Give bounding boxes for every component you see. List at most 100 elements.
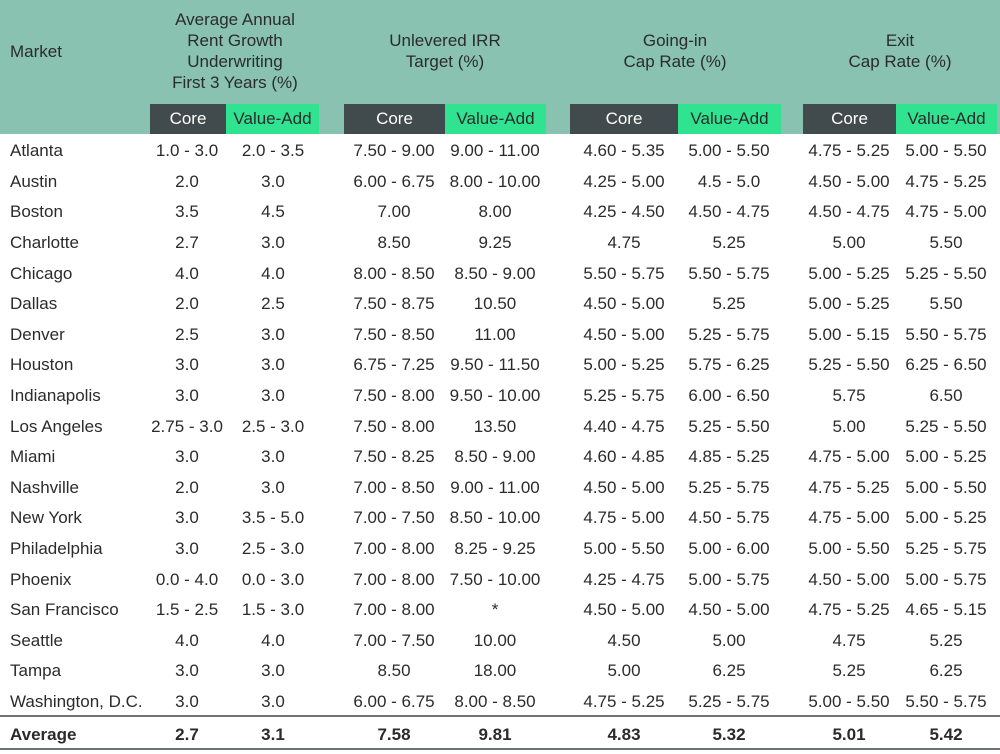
- value-cell: 5.00 - 5.50: [808, 539, 890, 559]
- value-cell: 7.50 - 8.50: [353, 324, 435, 344]
- market-name: Chicago: [10, 263, 73, 283]
- value-cell: 3.0: [175, 692, 199, 712]
- value-cell: 4.75: [832, 630, 866, 650]
- table-row: Atlanta 1.0 - 3.0 2.0 - 3.5 7.50 - 9.00 9.00…: [0, 136, 1000, 167]
- table-row: Austin 2.0 3.0 6.00 - 6.75 8.00 - 10.00 4.25 …: [0, 167, 1000, 198]
- value-cell: 4.50: [607, 630, 641, 650]
- value-cell: 3.0: [261, 692, 285, 712]
- average-row: Average 2.7 3.1 7.58 9.81 4.83 5.32 5.01 5.42: [0, 719, 1000, 750]
- table-row: Seattle 4.0 4.0 7.00 - 7.50 10.00 4.50 5.00 4.7…: [0, 626, 1000, 657]
- value-cell: 5.25 - 5.50: [688, 416, 770, 436]
- value-cell: 4.83: [607, 724, 641, 744]
- value-cell: 3.0: [261, 324, 285, 344]
- value-cell: 4.0: [175, 630, 199, 650]
- value-cell: 7.50 - 9.00: [353, 141, 435, 161]
- value-cell: 4.50 - 5.00: [583, 477, 665, 497]
- value-cell: 8.50 - 9.00: [454, 447, 536, 467]
- table-row: Dallas 2.0 2.5 7.50 - 8.75 10.50 4.50 - 5.00 5…: [0, 289, 1000, 320]
- table-row: San Francisco 1.5 - 2.5 1.5 - 3.0 7.00 - 8.…: [0, 595, 1000, 626]
- value-cell: 4.50 - 5.00: [808, 569, 890, 589]
- value-cell: 3.0: [175, 386, 199, 406]
- value-cell: 5.75 - 6.25: [688, 355, 770, 375]
- table-row: Miami 3.0 3.0 7.50 - 8.25 8.50 - 9.00 4.60 - …: [0, 442, 1000, 473]
- value-cell: 5.75: [832, 386, 866, 406]
- value-cell: 3.0: [175, 355, 199, 375]
- header-group-title: Exit Cap Rate (%): [849, 30, 952, 72]
- market-name: Nashville: [10, 477, 79, 497]
- market-name: Phoenix: [10, 569, 72, 589]
- value-cell: 7.00: [377, 202, 411, 222]
- value-cell: 4.75 - 5.00: [905, 202, 987, 222]
- value-cell: 8.00 - 8.50: [353, 263, 435, 283]
- value-cell: 3.0: [261, 233, 285, 253]
- value-cell: 5.00 - 5.75: [905, 569, 987, 589]
- value-cell: 6.25 - 6.50: [905, 355, 987, 375]
- value-cell: 8.25 - 9.25: [454, 539, 536, 559]
- value-cell: 5.25 - 5.75: [688, 324, 770, 344]
- value-cell: 3.0: [175, 447, 199, 467]
- value-cell: 5.00 - 5.25: [808, 263, 890, 283]
- value-cell: 5.25 - 5.50: [905, 263, 987, 283]
- value-cell: 4.50 - 4.75: [808, 202, 890, 222]
- value-cell: 9.81: [478, 724, 512, 744]
- value-cell: 5.00 - 5.25: [905, 508, 987, 528]
- value-cell: 3.5 - 5.0: [241, 508, 305, 528]
- value-cell: 5.00 - 5.25: [905, 447, 987, 467]
- value-cell: 5.00 - 5.50: [905, 477, 987, 497]
- value-cell: 2.5 - 3.0: [241, 416, 305, 436]
- value-cell: 9.25: [478, 233, 512, 253]
- value-cell: 3.0: [261, 477, 285, 497]
- table-row: Washington, D.C. 3.0 3.0 6.00 - 6.75 8.00 - …: [0, 687, 1000, 718]
- table-row: Indianapolis 3.0 3.0 7.50 - 8.00 9.50 - 10.0…: [0, 381, 1000, 412]
- value-cell: 2.7: [175, 724, 199, 744]
- value-cell: 8.50 - 9.00: [454, 263, 536, 283]
- market-name: Dallas: [10, 294, 58, 314]
- subheader-value-add: Value-Add: [896, 104, 997, 134]
- value-cell: 6.25: [712, 661, 746, 681]
- value-cell: 3.0: [175, 539, 199, 559]
- subheader-value-add: Value-Add: [445, 104, 546, 134]
- value-cell: 8.00 - 8.50: [454, 692, 536, 712]
- value-cell: 7.58: [377, 724, 411, 744]
- value-cell: 3.0: [261, 355, 285, 375]
- table-row: Denver 2.5 3.0 7.50 - 8.50 11.00 4.50 - 5.00 5…: [0, 320, 1000, 351]
- header-line: Cap Rate (%): [848, 52, 952, 71]
- value-cell: 2.0: [175, 171, 199, 191]
- value-cell: 3.0: [261, 447, 285, 467]
- header-group: Unlevered IRR Target (%): [335, 0, 555, 102]
- header-group: Average Annual Rent Growth Underwriting Fir…: [125, 0, 345, 102]
- market-name: San Francisco: [10, 600, 119, 620]
- table-row: Phoenix 0.0 - 4.0 0.0 - 3.0 7.00 - 8.00 7.50…: [0, 564, 1000, 595]
- header-group: Exit Cap Rate (%): [790, 0, 1000, 102]
- value-cell: 6.00 - 6.50: [688, 386, 770, 406]
- value-cell: 5.25: [712, 233, 746, 253]
- value-cell: 4.85 - 5.25: [688, 447, 770, 467]
- value-cell: 4.50 - 4.75: [688, 202, 770, 222]
- value-cell: 5.50: [929, 233, 963, 253]
- value-cell: 4.75 - 5.00: [808, 508, 890, 528]
- value-cell: 8.50 - 10.00: [449, 508, 541, 528]
- value-cell: 5.25 - 5.75: [905, 539, 987, 559]
- value-cell: 7.00 - 8.00: [353, 539, 435, 559]
- value-cell: 5.25: [832, 661, 866, 681]
- value-cell: 0.0 - 3.0: [241, 569, 305, 589]
- value-cell: 4.75 - 5.25: [808, 141, 890, 161]
- value-cell: 9.00 - 11.00: [450, 141, 540, 161]
- value-cell: 4.75 - 5.25: [808, 477, 890, 497]
- value-cell: 3.5: [175, 202, 199, 222]
- market-name: Miami: [10, 447, 56, 467]
- value-cell: 2.5 - 3.0: [241, 539, 305, 559]
- value-cell: 18.00: [473, 661, 517, 681]
- market-name: Indianapolis: [10, 386, 101, 406]
- value-cell: 4.50 - 5.75: [688, 508, 770, 528]
- value-cell: 4.75 - 5.00: [808, 447, 890, 467]
- value-cell: 5.00 - 5.50: [583, 539, 665, 559]
- value-cell: 4.5: [261, 202, 285, 222]
- value-cell: 2.7: [175, 233, 199, 253]
- market-name: Austin: [10, 171, 58, 191]
- value-cell: 4.75 - 5.25: [905, 171, 987, 191]
- value-cell: 4.0: [175, 263, 199, 283]
- value-cell: 4.50 - 5.00: [808, 171, 890, 191]
- market-name: Charlotte: [10, 233, 79, 253]
- table-row: Boston 3.5 4.5 7.00 8.00 4.25 - 4.50 4.50 - 4.…: [0, 197, 1000, 228]
